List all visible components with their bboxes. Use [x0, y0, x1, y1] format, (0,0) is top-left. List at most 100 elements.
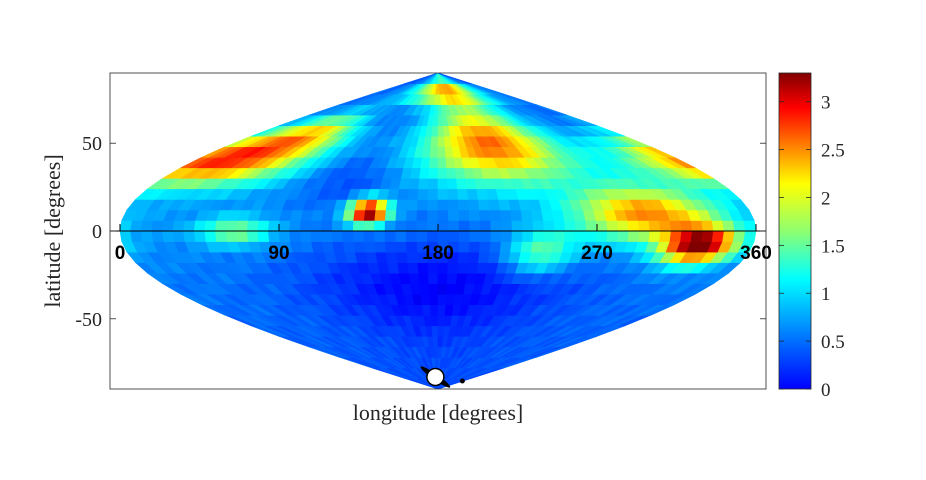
- heatmap-cell: [225, 220, 239, 232]
- heatmap-cell: [500, 220, 513, 232]
- heatmap-cell: [375, 251, 388, 263]
- heatmap-cell: [427, 209, 439, 221]
- heatmap-cell: [437, 209, 449, 221]
- heatmap-cell: [310, 230, 323, 242]
- heatmap-cell: [448, 230, 460, 242]
- heatmap-cell: [532, 230, 545, 242]
- heatmap-cell: [468, 209, 481, 221]
- heatmap-cell: [437, 262, 449, 274]
- heatmap-cell: [456, 178, 468, 190]
- heatmap-cell: [488, 199, 501, 211]
- heatmap-cell: [637, 230, 651, 242]
- heatmap-cell: [420, 156, 431, 169]
- heatmap-cell: [458, 209, 470, 221]
- heatmap-cell: [342, 220, 354, 232]
- heatmap-cell: [419, 283, 430, 295]
- heatmap-cell: [365, 199, 378, 211]
- colorbar-tick-label: 0: [821, 380, 831, 401]
- heatmap-cell: [331, 220, 344, 232]
- heatmap-cell: [431, 125, 439, 137]
- heatmap-cell: [257, 230, 270, 242]
- heatmap-cell: [490, 230, 502, 242]
- colorbar: [778, 72, 812, 390]
- heatmap-cell: [375, 199, 388, 211]
- heatmap-cell: [447, 262, 459, 274]
- heatmap-cell: [417, 262, 429, 274]
- heatmap-cell: [183, 230, 196, 242]
- heatmap-cell: [395, 241, 408, 253]
- heatmap-cell: [321, 220, 333, 232]
- heatmap-cell: [743, 230, 757, 242]
- heatmap-cell: [457, 251, 470, 263]
- heatmap-cell: [680, 230, 693, 242]
- heatmap-cell: [418, 178, 430, 190]
- heatmap-cell: [405, 220, 418, 232]
- heatmap-cell: [408, 178, 420, 190]
- equator-ticks: [119, 224, 757, 231]
- moon-dot: [459, 378, 465, 384]
- heatmap-cell: [398, 272, 411, 284]
- heatmap-cell: [172, 220, 186, 232]
- heatmap-cell: [669, 230, 683, 242]
- heatmap-cell: [421, 146, 432, 158]
- heatmap-cell: [477, 251, 491, 263]
- heatmap-cell: [215, 230, 228, 242]
- heatmap-cell: [363, 230, 376, 242]
- heatmap-cell: [648, 220, 661, 232]
- heatmap-cell: [500, 230, 513, 242]
- heatmap-cells: [119, 73, 757, 389]
- heatmap-cell: [437, 167, 448, 179]
- heatmap-cell: [458, 230, 471, 242]
- heatmap-cell: [396, 251, 409, 263]
- heatmap-cell: [457, 188, 469, 200]
- heatmap-cell: [432, 336, 439, 348]
- heatmap-cell: [711, 230, 725, 242]
- heatmap-cell: [420, 293, 431, 306]
- colorbar-tick-label: 1: [821, 284, 831, 305]
- heatmap-cell: [433, 104, 439, 116]
- heatmap-cell: [499, 241, 513, 253]
- heatmap-cell: [162, 220, 175, 232]
- heatmap-cell: [437, 293, 447, 306]
- heatmap-cell: [421, 304, 432, 316]
- heatmap-cell: [374, 230, 386, 242]
- heatmap-cell: [522, 230, 534, 242]
- y-axis-label: latitude [degrees]: [40, 154, 65, 307]
- heatmap-cell: [410, 283, 422, 295]
- heatmap-cell: [225, 230, 239, 242]
- colorbar-tick-labels: 0 0.5 1 1.5 2 2.5 3: [821, 93, 845, 401]
- heatmap-cell: [437, 220, 449, 232]
- heatmap-cell: [743, 220, 757, 232]
- heatmap-cell: [448, 209, 460, 221]
- heatmap-cell: [457, 262, 469, 274]
- heatmap-cell: [456, 272, 468, 284]
- heatmap-cell: [423, 314, 433, 327]
- heatmap-cell: [151, 230, 165, 242]
- heatmap-cell: [374, 241, 387, 253]
- heatmap-cell: [446, 272, 458, 284]
- heatmap-cell: [363, 209, 377, 221]
- colorbar-tick-label: 3: [821, 93, 831, 114]
- heatmap-cell: [407, 262, 419, 274]
- heatmap-cell: [429, 146, 439, 158]
- heatmap-cell: [659, 220, 672, 232]
- colorbar-tick-label: 0.5: [821, 332, 845, 353]
- heatmap-cell: [648, 230, 661, 242]
- heatmap-cell: [427, 230, 439, 242]
- heatmap-cell: [140, 230, 154, 242]
- heatmap-cell: [437, 135, 446, 148]
- colorbar-tick-label: 2: [821, 188, 831, 209]
- heatmap-cell: [437, 146, 447, 158]
- heatmap-cell: [701, 220, 714, 232]
- heatmap-cell: [574, 230, 587, 242]
- heatmap-cell: [690, 220, 704, 232]
- heatmap-cell: [585, 220, 598, 232]
- heatmap-cell: [446, 283, 457, 295]
- heatmap-cell: [423, 135, 433, 148]
- heatmap-cell: [447, 199, 460, 211]
- ringed-planet-icon-group: [420, 366, 451, 388]
- heatmap-cell: [395, 209, 408, 221]
- heatmap-cell: [419, 167, 430, 179]
- heatmap-cell: [405, 230, 418, 242]
- heatmap-cell: [468, 241, 481, 253]
